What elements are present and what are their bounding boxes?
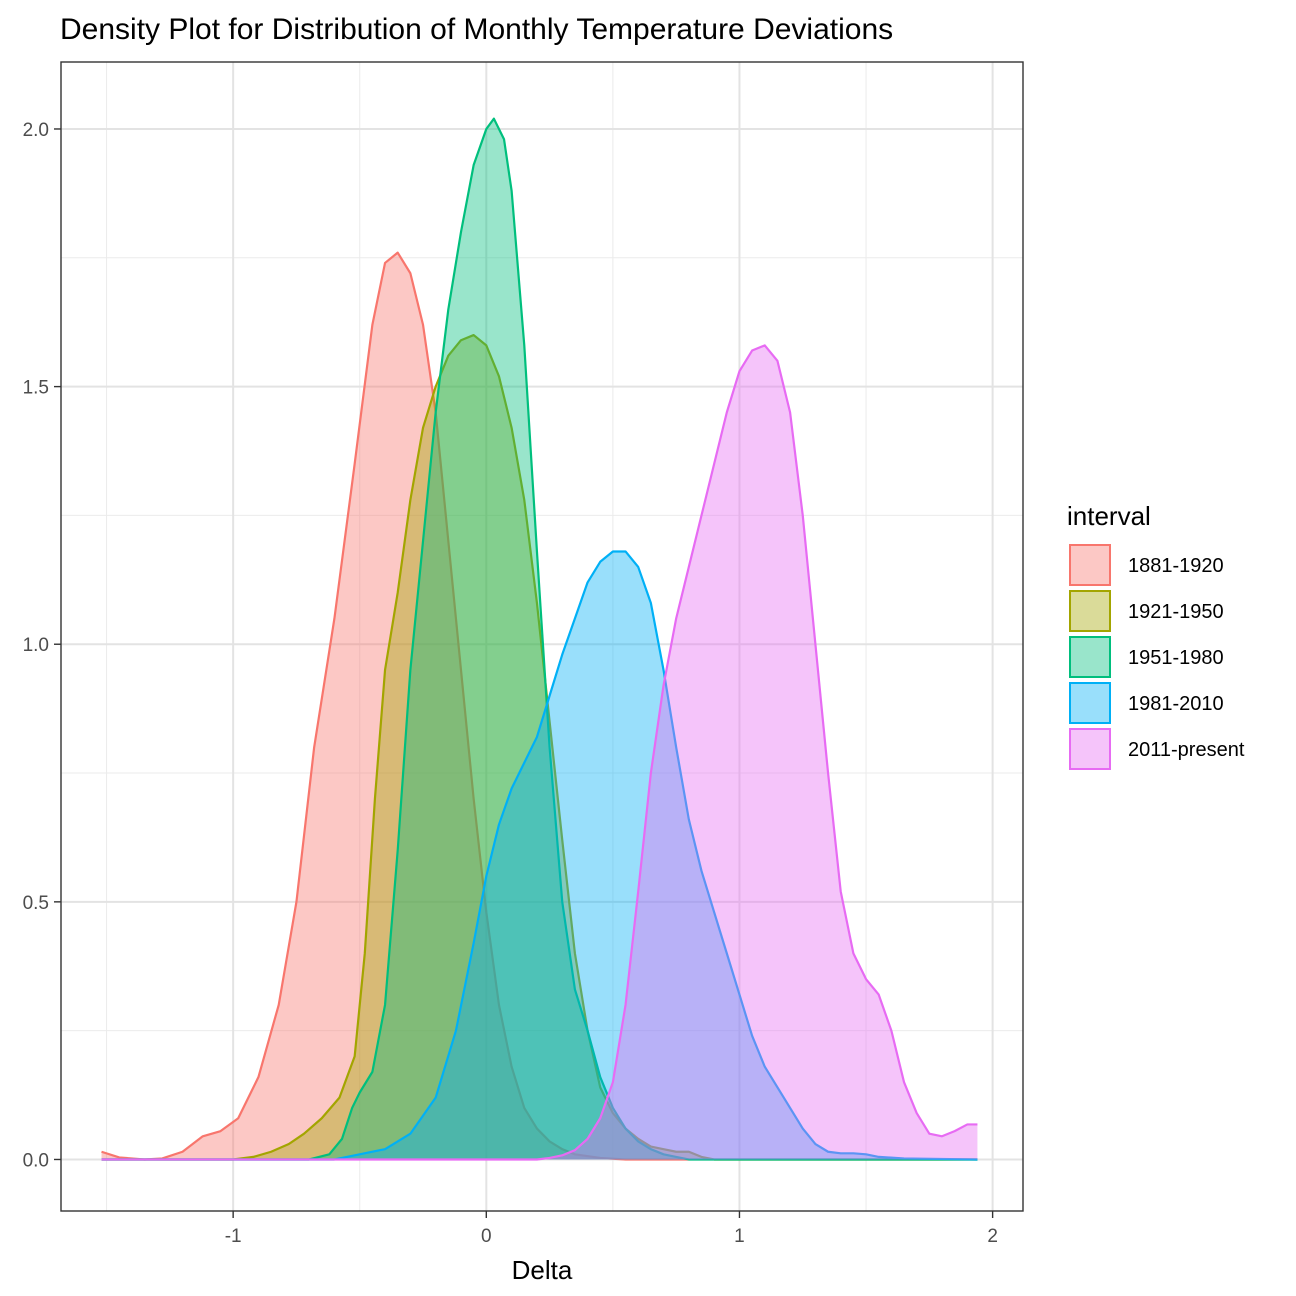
legend-key-bg-1981-2010 [1069,682,1111,724]
y-tick-label: 2.0 [23,120,49,141]
density-area-1921-1950 [101,335,978,1160]
y-tick-label: 0.5 [23,893,49,914]
x-tick-label: 0 [481,1226,492,1247]
legend-key-1881-1920 [1069,544,1111,586]
x-tick-label: 2 [987,1226,998,1247]
legend-key-bg-1951-1980 [1069,636,1111,678]
density-area-1881-1920 [101,252,689,1160]
y-axis: 0.0 0.5 1.0 1.5 2.0 [23,120,61,1171]
y-tick-label: 0.0 [23,1150,49,1171]
x-axis: -1 0 1 2 [225,1211,998,1247]
x-tick-label: -1 [225,1226,242,1247]
y-tick-label: 1.0 [23,635,49,656]
legend-key-1921-1950 [1069,590,1111,632]
density-area-1951-1980 [101,118,978,1160]
panel-border [60,61,1024,1212]
density-line-1951-1980 [101,117,978,1161]
density-area-1981-2010 [101,551,978,1160]
legend-key-bg-1921-1950 [1069,590,1111,632]
y-tick-label: 1.5 [23,378,49,399]
density-line-1921-1950 [101,333,978,1161]
legend-key-2011-present [1069,728,1111,770]
density-line-2011-present [101,344,978,1161]
legend-label-1921-1950: 1921-1950 [1128,601,1224,623]
chart-title: Density Plot for Distribution of Monthly… [60,13,893,46]
density-area-2011-present [101,345,978,1160]
legend-label-2011-present: 2011-present [1128,739,1245,761]
minor-gridlines [61,62,1023,1211]
legend-label-1881-1920: 1881-1920 [1128,555,1224,577]
legend-label-1981-2010: 1981-2010 [1128,693,1224,715]
legend-items: 1881-1920 1921-1950 1951-1980 1981-2010 2011… [1069,544,1245,770]
x-axis-title: Delta [512,1255,573,1285]
legend-title: interval [1067,501,1151,531]
legend-label-1951-1980: 1951-1980 [1128,647,1224,669]
density-line-1981-2010 [101,550,978,1161]
plot-panel [60,61,1024,1212]
legend-key-1981-2010 [1069,682,1111,724]
density-line-1881-1920 [101,251,689,1161]
x-tick-label: 1 [734,1226,745,1247]
density-series [101,117,978,1161]
legend-key-bg-2011-present [1069,728,1111,770]
legend: interval 1881-1920 1921-1950 1951-1980 1981… [1067,501,1245,770]
legend-key-bg-1881-1920 [1069,544,1111,586]
legend-key-1951-1980 [1069,636,1111,678]
